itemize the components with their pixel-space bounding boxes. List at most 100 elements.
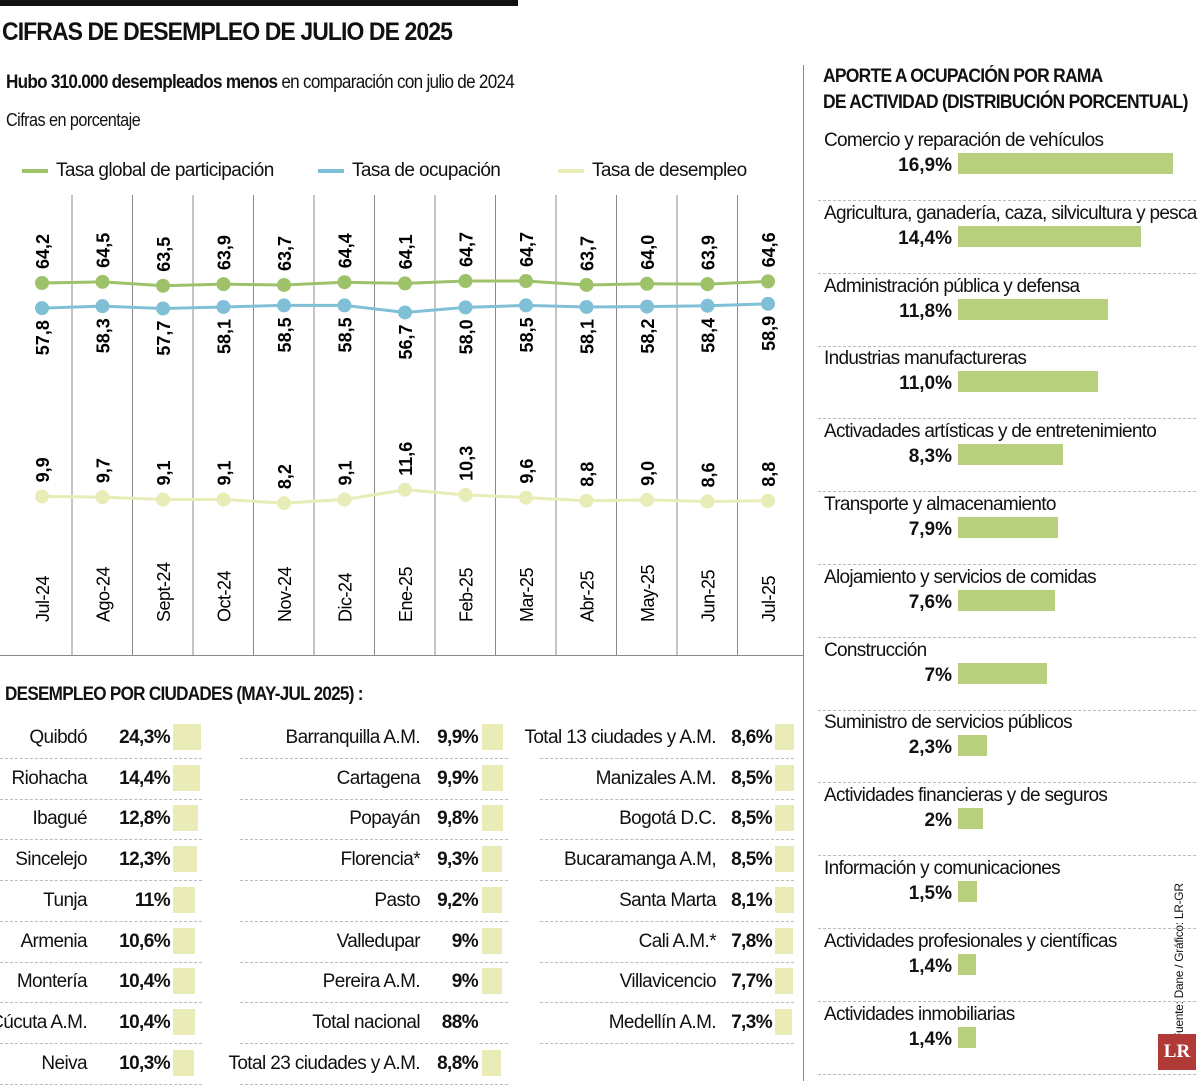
data-label: 9,7 [94,458,114,483]
data-label: 58,9 [759,316,779,351]
data-label: 63,7 [275,236,295,271]
city-value: 24,3% [119,727,170,748]
sector-bar [958,225,1141,247]
city-value: 12,8% [119,808,170,830]
city-row: Valledupar 9% [240,923,508,963]
cities-title: DESEMPLEO POR CIUDADES (MAY-JUL 2025) : [5,684,363,705]
sector-bar [958,1026,976,1048]
x-tick-label: Ene-25 [396,566,416,622]
sector-value: 16,9% [898,155,952,176]
data-point [337,275,352,290]
city-row: Cali A.M.* 7,8% [540,923,794,963]
city-value: 8,5% [731,808,773,830]
data-point [95,490,110,505]
sector-value: 1,5% [908,883,952,904]
data-point [640,276,654,291]
subtitle-highlight: Hubo 310.000 desempleados menos [6,72,278,93]
city-value: 7,3% [731,1011,773,1033]
sector-item: Actividades inmobiliarias 1,4% [818,1002,1196,1075]
city-row: Santa Marta 8,1% [540,882,794,922]
city-name: Manizales A.M. [595,767,717,789]
data-label: 58,5 [336,317,356,352]
sectors-title-line: APORTE A OCUPACIÓN POR RAMA [823,66,1103,87]
sector-value: 7,9% [908,519,952,540]
data-point [156,492,170,507]
sector-value: 14,4% [898,227,952,249]
data-point [398,276,412,291]
legend-label: Tasa de ocupación [352,160,501,181]
x-tick-label: Jun-25 [699,569,719,622]
legend-swatch [558,169,584,173]
sector-value: 1,4% [908,955,952,977]
x-tick-label: Ago-24 [94,566,114,622]
x-tick-label: Sept-24 [154,562,174,622]
sector-item: Activadades artísticas y de entretenimie… [818,419,1196,493]
legend-swatch [318,169,344,173]
sector-bar [958,153,1173,174]
city-name: Tunja [43,889,87,911]
city-name: Montería [16,971,88,993]
data-point [337,492,352,507]
data-label: 57,8 [33,320,53,355]
city-value: 8,1% [731,889,773,911]
city-row: Manizales A.M. 8,5% [540,760,795,800]
city-name: Riohacha [11,767,88,789]
data-point [519,274,533,289]
data-point [761,296,775,311]
city-name: Barranquilla A.M. [285,727,421,748]
data-point [277,496,291,511]
data-label: 58,3 [94,318,114,353]
city-value: 9% [451,971,479,993]
data-point [761,274,775,289]
sector-value: 11,0% [899,373,952,395]
data-point [519,298,533,313]
legend-participacion: Tasa global de participación [22,160,274,182]
sectors-title: APORTE A OCUPACIÓN POR RAMA DE ACTIVIDAD … [823,64,1188,116]
data-label: 64,5 [94,233,114,268]
data-label: 10,3 [457,446,477,481]
x-tick-label: Feb-25 [457,567,477,622]
city-swatch [482,886,502,913]
data-label: 9,1 [154,461,174,486]
subtitle-rest: en comparación con julio de 2024 [277,72,515,93]
sector-value: 1,4% [908,1028,952,1050]
x-tick-label: Nov-24 [275,566,295,622]
data-label: 63,9 [699,235,719,270]
city-row: Villavicencio 7,7% [540,963,794,1004]
city-row: Total nacional 88% [240,1004,508,1044]
data-label: 8,8 [759,462,779,487]
city-swatch [482,764,503,791]
city-name: Cartagena [336,767,421,789]
sector-item: Alojamiento y servicios de comidas 7,6% [818,565,1196,638]
city-swatch [173,764,200,791]
city-name: Cúcuta A.M. [0,1011,88,1033]
city-name: Quibdó [29,727,87,748]
city-swatch [775,927,794,954]
data-point [35,489,49,504]
data-point [640,492,654,507]
city-value: 9,9% [437,767,479,789]
sector-bar [958,808,984,830]
data-point [35,276,49,290]
data-point [156,278,170,293]
city-value: 8,5% [731,767,773,789]
legend-label: Tasa global de participación [56,160,274,181]
city-swatch [173,724,201,750]
data-label: 63,9 [215,235,235,270]
sectors-title-line: DE ACTIVIDAD (DISTRIBUCIÓN PORCENTUAL) [823,92,1188,113]
city-name: Cali A.M.* [638,930,717,952]
divider [803,65,804,1081]
city-value: 7,8% [731,930,773,952]
data-point [519,490,533,505]
city-row: Cartagena 9,9% [240,760,508,800]
data-label: 9,0 [638,461,658,486]
city-value: 10,6% [119,930,170,952]
city-row: Cúcuta A.M. 10,4% [0,1004,202,1044]
subtitle: Hubo 310.000 desempleados menos en compa… [6,72,515,94]
city-swatch [482,724,503,750]
sector-value: 2,3% [908,737,952,759]
city-name: Florencia* [340,849,420,871]
data-label: 64,4 [336,233,356,268]
city-swatch [775,724,795,750]
data-label: 64,7 [517,232,537,267]
